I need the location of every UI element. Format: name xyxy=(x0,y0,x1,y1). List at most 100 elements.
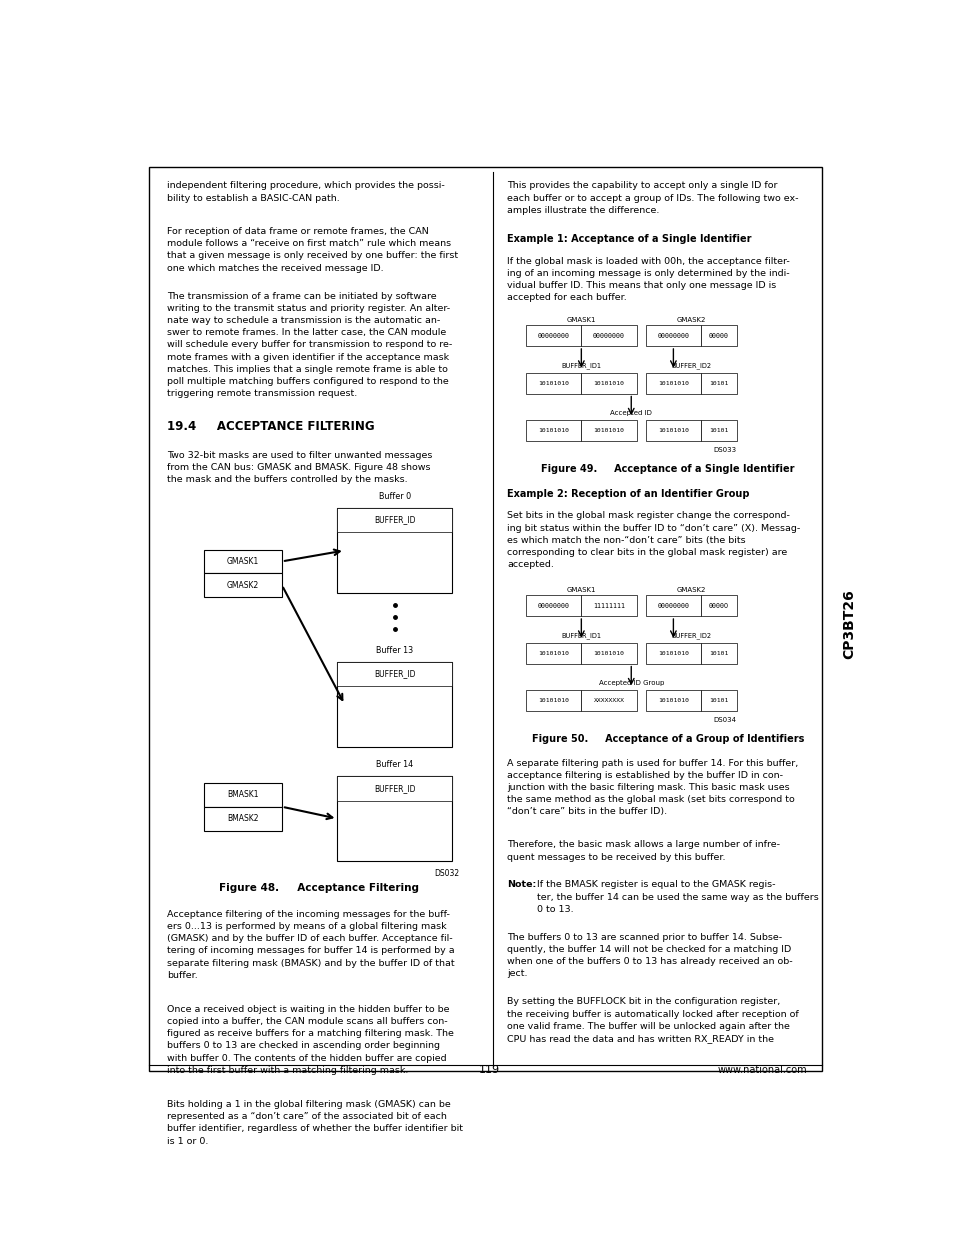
Bar xyxy=(525,373,580,394)
Text: 10101010: 10101010 xyxy=(593,429,624,433)
Text: BUFFER_ID2: BUFFER_ID2 xyxy=(670,362,710,369)
Bar xyxy=(337,776,452,862)
Text: 10101010: 10101010 xyxy=(658,651,688,656)
Text: BUFFER_ID2: BUFFER_ID2 xyxy=(670,632,710,638)
Text: Set bits in the global mask register change the correspond-
ing bit status withi: Set bits in the global mask register cha… xyxy=(507,511,800,569)
Text: DS034: DS034 xyxy=(713,716,736,722)
Text: BUFFER_ID: BUFFER_ID xyxy=(374,669,415,678)
Bar xyxy=(525,690,580,711)
Bar xyxy=(645,690,700,711)
Bar xyxy=(645,325,700,346)
Text: BUFFER_ID: BUFFER_ID xyxy=(374,784,415,793)
Text: 00000000: 00000000 xyxy=(657,332,689,338)
Text: GMASK1: GMASK1 xyxy=(566,317,596,324)
Bar xyxy=(645,420,700,441)
Text: GMASK1: GMASK1 xyxy=(566,588,596,593)
Text: GMASK1: GMASK1 xyxy=(227,557,259,566)
Text: 10101010: 10101010 xyxy=(537,651,569,656)
Text: Accepted ID Group: Accepted ID Group xyxy=(598,680,663,687)
Text: GMASK2: GMASK2 xyxy=(676,588,705,593)
Bar xyxy=(580,642,636,663)
Text: If the BMASK register is equal to the GMASK regis-
ter, the buffer 14 can be use: If the BMASK register is equal to the GM… xyxy=(537,881,818,914)
Text: 10101010: 10101010 xyxy=(658,698,688,703)
Bar xyxy=(525,420,580,441)
Text: GMASK2: GMASK2 xyxy=(676,317,705,324)
Bar xyxy=(645,373,700,394)
Text: Figure 48.     Acceptance Filtering: Figure 48. Acceptance Filtering xyxy=(218,883,418,893)
Text: 10101: 10101 xyxy=(708,380,728,385)
Text: Two 32-bit masks are used to filter unwanted messages
from the CAN bus: GMASK an: Two 32-bit masks are used to filter unwa… xyxy=(167,451,433,484)
Bar xyxy=(700,690,736,711)
Bar xyxy=(337,662,452,747)
Text: 10101: 10101 xyxy=(708,698,728,703)
Bar xyxy=(580,420,636,441)
Text: 0000O: 0000O xyxy=(708,603,728,609)
Bar xyxy=(700,420,736,441)
Text: Figure 50.     Acceptance of a Group of Identifiers: Figure 50. Acceptance of a Group of Iden… xyxy=(532,734,803,743)
Text: Note:: Note: xyxy=(507,881,537,889)
Bar xyxy=(700,325,736,346)
Text: independent filtering procedure, which provides the possi-
bility to establish a: independent filtering procedure, which p… xyxy=(167,182,445,203)
Text: 10101010: 10101010 xyxy=(537,429,569,433)
Bar xyxy=(700,595,736,616)
Text: Buffer 0: Buffer 0 xyxy=(378,492,411,501)
Bar xyxy=(337,662,452,687)
Bar xyxy=(700,642,736,663)
Text: BMASK1: BMASK1 xyxy=(227,790,258,799)
Text: Therefore, the basic mask allows a large number of infre-
quent messages to be r: Therefore, the basic mask allows a large… xyxy=(507,841,780,862)
Bar xyxy=(204,573,281,597)
Text: The buffers 0 to 13 are scanned prior to buffer 14. Subse-
quently, the buffer 1: The buffers 0 to 13 are scanned prior to… xyxy=(507,932,792,978)
Bar xyxy=(204,783,281,806)
Bar xyxy=(580,373,636,394)
Text: 119: 119 xyxy=(477,1066,499,1076)
Text: CP3BT26: CP3BT26 xyxy=(841,589,856,658)
Text: GMASK2: GMASK2 xyxy=(227,580,259,589)
Text: Once a received object is waiting in the hidden buffer to be
copied into a buffe: Once a received object is waiting in the… xyxy=(167,1005,454,1074)
Text: Acceptance filtering of the incoming messages for the buff-
ers 0...13 is perfor: Acceptance filtering of the incoming mes… xyxy=(167,910,455,979)
Text: 00000000: 00000000 xyxy=(537,332,569,338)
Bar xyxy=(700,373,736,394)
Text: BUFFER_ID1: BUFFER_ID1 xyxy=(560,632,600,638)
Text: Buffer 14: Buffer 14 xyxy=(375,761,413,769)
Text: BMASK2: BMASK2 xyxy=(227,814,258,823)
Text: www.national.com: www.national.com xyxy=(717,1066,806,1076)
Text: BUFFER_ID1: BUFFER_ID1 xyxy=(560,362,600,369)
Text: DS032: DS032 xyxy=(434,869,459,878)
Text: XXXXXXXX: XXXXXXXX xyxy=(593,698,624,703)
Bar xyxy=(645,595,700,616)
Text: For reception of data frame or remote frames, the CAN
module follows a “receive : For reception of data frame or remote fr… xyxy=(167,227,458,273)
Bar xyxy=(337,508,452,593)
Text: 10101010: 10101010 xyxy=(658,380,688,385)
Text: 10101010: 10101010 xyxy=(658,429,688,433)
Bar xyxy=(204,806,281,830)
Text: 10101010: 10101010 xyxy=(537,698,569,703)
Text: 00000000: 00000000 xyxy=(657,603,689,609)
Bar xyxy=(337,776,452,800)
Text: 11111111: 11111111 xyxy=(593,603,624,609)
Text: By setting the BUFFLOCK bit in the configuration register,
the receiving buffer : By setting the BUFFLOCK bit in the confi… xyxy=(507,998,799,1042)
Text: BUFFER_ID: BUFFER_ID xyxy=(374,515,415,525)
Text: The transmission of a frame can be initiated by software
writing to the transmit: The transmission of a frame can be initi… xyxy=(167,291,452,398)
Bar xyxy=(580,690,636,711)
Text: A separate filtering path is used for buffer 14. For this buffer,
acceptance fil: A separate filtering path is used for bu… xyxy=(507,758,798,816)
Bar xyxy=(525,642,580,663)
Text: 10101: 10101 xyxy=(708,429,728,433)
Text: Buffer 13: Buffer 13 xyxy=(375,646,413,655)
Bar xyxy=(580,595,636,616)
Bar xyxy=(580,325,636,346)
Bar xyxy=(525,325,580,346)
Text: Accepted ID: Accepted ID xyxy=(610,410,652,416)
Text: 10101: 10101 xyxy=(708,651,728,656)
Text: 19.4     ACCEPTANCE FILTERING: 19.4 ACCEPTANCE FILTERING xyxy=(167,420,375,433)
Bar xyxy=(337,508,452,532)
Text: 00000000: 00000000 xyxy=(537,603,569,609)
Text: Example 1: Acceptance of a Single Identifier: Example 1: Acceptance of a Single Identi… xyxy=(507,233,751,243)
Text: Bits holding a 1 in the global filtering mask (GMASK) can be
represented as a “d: Bits holding a 1 in the global filtering… xyxy=(167,1100,463,1146)
Text: 00000: 00000 xyxy=(708,332,728,338)
Text: Example 2: Reception of an Identifier Group: Example 2: Reception of an Identifier Gr… xyxy=(507,489,749,499)
Text: 10101010: 10101010 xyxy=(593,651,624,656)
Text: 00000000: 00000000 xyxy=(593,332,624,338)
Bar xyxy=(645,642,700,663)
Bar xyxy=(525,595,580,616)
Text: If the global mask is loaded with 00h, the acceptance filter-
ing of an incoming: If the global mask is loaded with 00h, t… xyxy=(507,257,789,303)
